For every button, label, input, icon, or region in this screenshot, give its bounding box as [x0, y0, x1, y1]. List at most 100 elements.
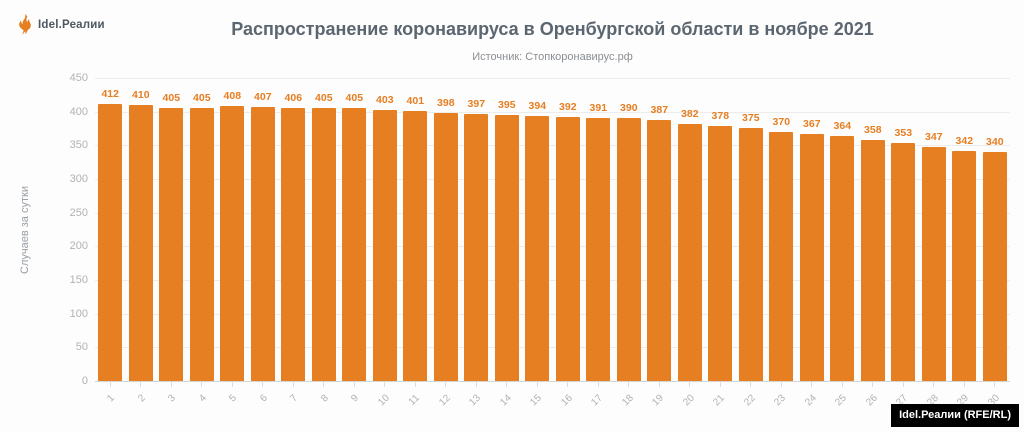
- x-tick: [658, 382, 660, 387]
- x-tick-label: 23: [772, 392, 789, 409]
- bar-chart: 0 50 100 150 200 250 300 350 400 450 412 1 410 2 405 3 4…: [70, 72, 1010, 408]
- chart-source: Источник: Стопкоронавирус.рф: [472, 51, 633, 63]
- gridline: [95, 280, 1010, 281]
- x-tick-label: 21: [711, 392, 728, 409]
- chart-title: Распространение коронавируса в Оренбургс…: [231, 19, 874, 39]
- bar-value-label: 367: [803, 118, 821, 130]
- bar: [555, 117, 580, 381]
- x-tick-label: 18: [620, 392, 636, 409]
- bar: [464, 114, 489, 381]
- x-tick: [750, 382, 752, 387]
- x-tick: [445, 382, 447, 387]
- bar-value-label: 410: [132, 89, 150, 101]
- bar-value-label: 392: [559, 101, 577, 113]
- bar-value-label: 405: [315, 92, 333, 104]
- bar-value-label: 405: [193, 92, 211, 104]
- bar-value-label: 406: [284, 92, 303, 104]
- bar: [281, 108, 306, 381]
- bar: [311, 108, 336, 381]
- x-tick-label: 8: [318, 392, 331, 405]
- bar: [952, 151, 977, 381]
- bar-value-label: 407: [254, 91, 272, 103]
- x-tick: [902, 382, 904, 387]
- x-tick-label: 22: [742, 392, 758, 409]
- x-tick-label: 24: [803, 392, 819, 409]
- x-tick: [963, 382, 965, 387]
- y-tick-label: 250: [69, 206, 88, 219]
- bar: [921, 147, 946, 381]
- x-tick-label: 7: [288, 392, 301, 405]
- bar: [98, 104, 123, 381]
- bar: [860, 140, 885, 381]
- attribution-badge: Idel.Реалии (RFE/RL): [891, 404, 1019, 427]
- bar: [494, 115, 519, 381]
- bar-value-label: 353: [894, 127, 913, 139]
- x-tick: [628, 382, 630, 387]
- x-tick: [262, 382, 264, 387]
- bar: [769, 132, 794, 381]
- bar: [647, 120, 672, 381]
- bar-value-label: 387: [650, 104, 669, 116]
- bar: [220, 106, 245, 381]
- bar: [830, 136, 855, 381]
- y-axis-title: Случаев за сутки: [19, 186, 31, 274]
- x-tick: [384, 382, 386, 387]
- bar-value-label: 405: [162, 92, 181, 104]
- x-tick-label: 12: [437, 392, 453, 409]
- bar: [677, 124, 702, 381]
- gridline: [95, 347, 1010, 349]
- x-tick: [719, 382, 721, 387]
- bar-value-label: 408: [223, 90, 242, 102]
- x-tick-label: 9: [349, 392, 362, 405]
- x-tick: [140, 382, 142, 387]
- x-tick-label: 15: [528, 392, 545, 409]
- y-tick-label: 400: [69, 105, 88, 118]
- bar-value-label: 395: [498, 99, 516, 111]
- gridline: [95, 179, 1010, 180]
- bar: [708, 126, 733, 381]
- x-tick: [323, 382, 325, 387]
- bar-value-label: 364: [833, 120, 852, 132]
- bar-value-label: 378: [711, 110, 730, 122]
- x-tick-label: 4: [196, 392, 209, 405]
- brand-name: Idel.Реалии: [38, 18, 105, 31]
- x-tick-label: 2: [135, 392, 148, 405]
- bar: [403, 111, 428, 381]
- bar-value-label: 394: [528, 100, 547, 112]
- x-tick: [475, 382, 477, 387]
- bar: [982, 152, 1007, 381]
- x-tick: [353, 382, 355, 387]
- bar: [250, 107, 275, 381]
- y-tick-label: 300: [69, 173, 88, 185]
- bar-value-label: 405: [345, 92, 364, 104]
- x-tick-label: 19: [650, 392, 667, 409]
- x-tick: [872, 382, 874, 387]
- bar-value-label: 340: [986, 136, 1004, 148]
- y-tick-label: 200: [69, 240, 88, 253]
- x-tick: [292, 382, 294, 387]
- bar-value-label: 358: [864, 124, 882, 136]
- x-tick-label: 13: [467, 392, 484, 409]
- x-tick: [506, 382, 508, 387]
- x-tick-label: 3: [166, 392, 179, 405]
- bar: [586, 118, 611, 381]
- bar: [372, 110, 397, 381]
- gridline: [95, 212, 1010, 214]
- bar-value-label: 347: [925, 131, 943, 143]
- y-tick-label: 0: [81, 375, 88, 387]
- bar: [891, 143, 916, 381]
- bar: [799, 134, 824, 381]
- bar-value-label: 403: [376, 94, 394, 106]
- bar-value-label: 401: [406, 95, 425, 107]
- bar: [525, 116, 550, 381]
- x-tick: [536, 382, 538, 387]
- x-tick: [689, 382, 691, 387]
- bar: [189, 108, 214, 381]
- y-tick-label: 100: [69, 307, 88, 320]
- bar: [433, 113, 458, 381]
- x-tick-label: 14: [498, 392, 514, 409]
- bar: [738, 128, 763, 381]
- x-tick: [414, 382, 416, 387]
- bar: [128, 105, 153, 381]
